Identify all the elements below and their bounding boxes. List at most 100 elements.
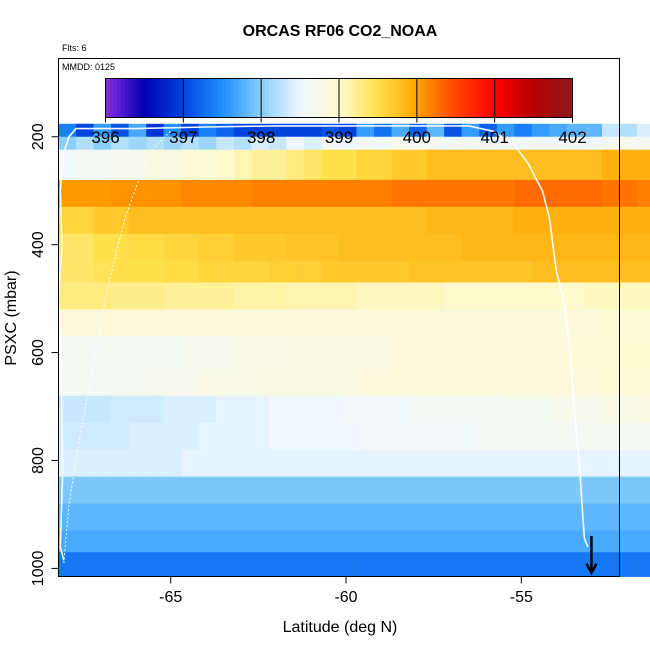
heatmap-cell [198, 449, 217, 478]
heatmap-cell [514, 149, 533, 181]
heatmap-cell [619, 422, 638, 451]
heatmap-cell [58, 233, 77, 262]
heatmap-cell [303, 309, 322, 337]
heatmap-cell [514, 136, 533, 151]
heatmap-cell [251, 149, 270, 181]
y-tick-label: 400 [30, 231, 47, 258]
heatmap-cell [286, 309, 305, 337]
heatmap-cell [409, 233, 428, 262]
heatmap-cell [286, 368, 305, 397]
colorbar-swatch [482, 78, 488, 118]
colorbar-swatch [424, 78, 430, 118]
colorbar-swatch [506, 78, 511, 118]
colorbar-swatch [136, 78, 142, 118]
colorbar-swatch [451, 78, 457, 118]
colorbar-swatch [529, 78, 535, 118]
heatmap-cell [444, 530, 463, 553]
colorbar-swatch [132, 78, 138, 118]
heatmap-cell [566, 503, 585, 532]
heatmap-cell [111, 552, 130, 577]
heatmap-cell [93, 282, 112, 310]
heatmap-cell [321, 179, 340, 208]
heatmap-cell [391, 233, 410, 262]
heatmap-cell [496, 395, 515, 424]
heatmap-cell [339, 336, 357, 370]
heatmap-cell [479, 395, 498, 424]
heatmap-cell [321, 123, 340, 138]
heatmap-cell [374, 309, 392, 337]
heatmap-cell [216, 552, 235, 577]
heatmap-cell [409, 422, 428, 451]
heatmap-cell [391, 282, 410, 310]
heatmap-cell [461, 449, 480, 478]
heatmap-cell [181, 552, 200, 577]
heatmap-cell [93, 206, 112, 235]
heatmap-cell [163, 422, 182, 451]
heatmap-cell [251, 476, 270, 505]
heatmap-cell [146, 449, 165, 478]
heatmap-cell [233, 368, 252, 397]
heatmap-cell [76, 336, 94, 370]
heatmap-cell [409, 136, 428, 151]
heatmap-cell [549, 136, 568, 151]
colorbar-swatch [222, 78, 227, 118]
x-tick-label: -65 [159, 589, 182, 606]
heatmap-cell [584, 530, 603, 553]
heatmap-cell [198, 260, 217, 283]
colorbar-swatch [292, 78, 297, 118]
heatmap-cell [198, 136, 217, 151]
colorbar-swatch [541, 78, 546, 118]
heatmap-cell [181, 309, 200, 337]
heatmap-cell [321, 449, 340, 478]
colorbar-swatch [163, 78, 169, 118]
heatmap-cell [163, 260, 182, 283]
heatmap-cell [198, 530, 217, 553]
colorbar-swatch [447, 78, 453, 118]
heatmap-cell [514, 179, 533, 208]
heatmap-cell [268, 476, 287, 505]
heatmap-cell [514, 449, 533, 478]
colorbar-tick-label: 399 [325, 128, 353, 147]
heatmap-cell [426, 233, 445, 262]
heatmap-cell [251, 136, 270, 151]
heatmap-cell [566, 552, 585, 577]
heatmap-cell [76, 476, 94, 505]
heatmap-cell [146, 233, 165, 262]
colorbar-swatch [191, 78, 196, 118]
heatmap-cell [391, 476, 410, 505]
heatmap-cell [58, 309, 77, 337]
heatmap-cell [303, 336, 322, 370]
heatmap-cell [181, 422, 200, 451]
colorbar-swatch [171, 78, 177, 118]
colorbar-tick-label: 396 [91, 128, 119, 147]
heatmap-cell [601, 336, 620, 370]
heatmap-cell [391, 260, 410, 283]
heatmap-cell [374, 206, 392, 235]
heatmap-cell [426, 136, 445, 151]
flight-track-line [57, 125, 589, 561]
heatmap-cell [391, 336, 410, 370]
heatmap-cell [128, 368, 147, 397]
heatmap-cell [233, 206, 252, 235]
heatmap-cell [356, 309, 375, 337]
colorbar-swatch [444, 78, 449, 118]
heatmap-cell [268, 503, 287, 532]
heatmap-cell [303, 179, 322, 208]
heatmap-cell [268, 309, 287, 337]
colorbar-swatch [374, 78, 379, 118]
heatmap-cell [549, 123, 568, 138]
colorbar-tick-label: 398 [247, 128, 275, 147]
heatmap-cell [233, 136, 252, 151]
heatmap-cell [268, 530, 287, 553]
heatmap-cell [163, 149, 182, 181]
heatmap-cell [496, 422, 515, 451]
colorbar-swatch [261, 78, 266, 118]
colorbar-swatch [187, 78, 192, 118]
heatmap-cell [444, 206, 463, 235]
heatmap-cell [637, 206, 650, 235]
heatmap-cell [479, 476, 498, 505]
heatmap-cell [321, 552, 340, 577]
heatmap-cell [251, 503, 270, 532]
heatmap-cell [601, 530, 620, 553]
